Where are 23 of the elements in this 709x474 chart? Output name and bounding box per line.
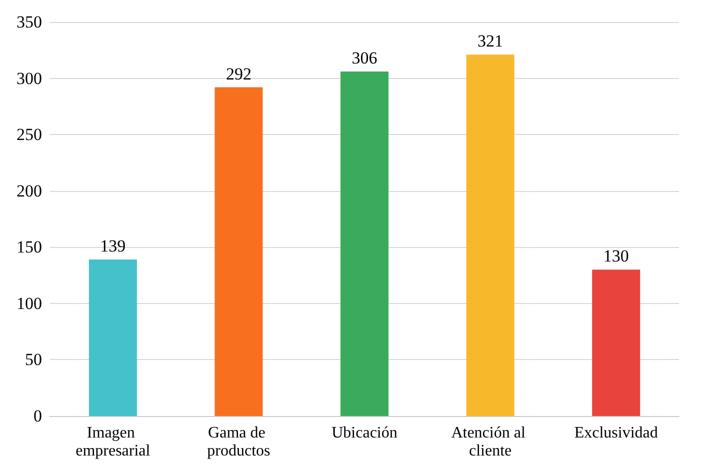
data-label: 130 — [603, 246, 629, 266]
y-tick-label: 150 — [16, 238, 42, 257]
data-label: 139 — [100, 236, 126, 256]
x-tick-label: Gama de productos — [207, 424, 270, 460]
x-tick-label: Exclusividad — [574, 424, 658, 442]
y-tick-label: 250 — [16, 125, 42, 144]
y-tick-label: 300 — [16, 68, 42, 88]
bar — [88, 260, 137, 416]
bar — [592, 270, 640, 416]
x-tick-label: Ubicación — [332, 424, 398, 442]
y-tick-label: 350 — [16, 12, 42, 32]
y-tick-label: 0 — [34, 406, 42, 426]
bar — [214, 87, 263, 416]
data-label: 321 — [478, 32, 504, 51]
y-tick-label: 100 — [16, 294, 42, 313]
y-tick-label: 200 — [16, 181, 42, 200]
y-tick-label: 50 — [25, 350, 42, 370]
x-tick-label: Imagen empresarial — [76, 424, 151, 460]
bar — [340, 72, 388, 416]
data-label: 306 — [352, 48, 378, 68]
bar — [466, 54, 514, 416]
data-label: 292 — [226, 64, 252, 84]
x-tick-label: Atención al cliente — [451, 424, 530, 460]
